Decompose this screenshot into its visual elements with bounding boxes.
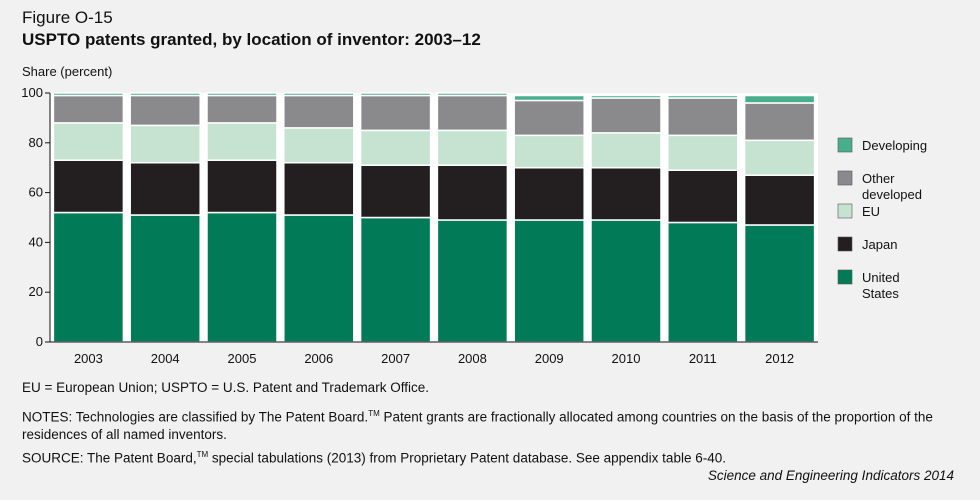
bar-segment-other-developed-2006 bbox=[283, 94, 355, 129]
bar-segment-developing-2006 bbox=[283, 92, 355, 97]
bar-segment-developing-2009 bbox=[513, 94, 585, 102]
legend-swatch-developing bbox=[837, 137, 853, 153]
legend-label: EU bbox=[862, 204, 880, 219]
bar-segment-other-developed-2009 bbox=[513, 99, 585, 137]
bar-segment-eu-2012 bbox=[743, 139, 816, 176]
legend-label: developed bbox=[862, 187, 922, 202]
bar-segment-eu-2011 bbox=[667, 134, 739, 171]
abbreviations-note: EU = European Union; USPTO = U.S. Patent… bbox=[22, 380, 429, 395]
source-text-part1: SOURCE: The Patent Board, bbox=[22, 450, 197, 466]
legend-label: United bbox=[862, 270, 900, 285]
x-tick-label: 2004 bbox=[151, 351, 180, 366]
x-tick-label: 2009 bbox=[535, 351, 564, 366]
legend-label: Other bbox=[862, 171, 895, 186]
bar-segment-eu-2004 bbox=[129, 124, 201, 164]
bar-segment-united-states-2004 bbox=[129, 214, 201, 343]
source-text-part2: special tabulations (2013) from Propriet… bbox=[208, 450, 726, 466]
bar-segment-developing-2011 bbox=[667, 94, 739, 99]
bar-segment-developing-2007 bbox=[359, 92, 432, 97]
bar-segment-eu-2005 bbox=[206, 122, 278, 161]
bar-segment-eu-2003 bbox=[52, 122, 125, 161]
legend-swatch-other-developed bbox=[837, 170, 853, 186]
bar-segment-other-developed-2010 bbox=[590, 97, 662, 134]
bar-segment-developing-2004 bbox=[129, 92, 201, 97]
figure-label: Figure O-15 bbox=[22, 8, 113, 27]
bar-segment-eu-2007 bbox=[359, 129, 432, 166]
credit-line: Science and Engineering Indicators 2014 bbox=[707, 468, 954, 483]
bar-segment-japan-2010 bbox=[590, 166, 662, 221]
x-tick-label: 2008 bbox=[458, 351, 487, 366]
bar-segment-other-developed-2007 bbox=[359, 94, 432, 132]
chart-title: USPTO patents granted, by location of in… bbox=[22, 30, 481, 49]
bar-segment-united-states-2007 bbox=[359, 216, 432, 343]
y-tick-label: 60 bbox=[29, 185, 43, 200]
bar-segment-other-developed-2004 bbox=[129, 94, 201, 127]
bar-segment-eu-2010 bbox=[590, 132, 662, 169]
notes-text-part1: NOTES: Technologies are classified by Th… bbox=[22, 409, 369, 425]
x-tick-label: 2006 bbox=[304, 351, 333, 366]
notes-text-part2: Patent grants are fractionally allocated… bbox=[22, 409, 933, 442]
bar-segment-developing-2005 bbox=[206, 92, 278, 97]
bar-segment-japan-2005 bbox=[206, 159, 278, 214]
notes-text: NOTES: Technologies are classified by Th… bbox=[22, 405, 967, 443]
bar-segment-eu-2009 bbox=[513, 134, 585, 169]
bar-segment-japan-2011 bbox=[667, 169, 739, 224]
y-axis-unit-label: Share (percent) bbox=[22, 64, 113, 79]
bar-segment-united-states-2008 bbox=[436, 219, 509, 343]
bar-segment-japan-2006 bbox=[283, 161, 355, 216]
y-tick-label: 40 bbox=[29, 234, 43, 249]
x-tick-label: 2011 bbox=[689, 351, 717, 366]
legend-swatch-japan bbox=[837, 236, 853, 252]
bar-segment-eu-2006 bbox=[283, 127, 355, 164]
trademark-mark: TM bbox=[368, 409, 380, 418]
y-tick-label: 100 bbox=[21, 85, 43, 100]
bar-segment-developing-2012 bbox=[743, 94, 816, 104]
bar-segment-eu-2008 bbox=[436, 129, 509, 166]
trademark-mark: TM bbox=[196, 450, 209, 459]
x-tick-label: 2012 bbox=[765, 351, 794, 366]
bar-segment-united-states-2005 bbox=[206, 211, 278, 343]
x-tick-label: 2010 bbox=[612, 351, 641, 366]
stacked-bar-chart: 2003 2004 2005 2006 2007 2008 2009 2010 2011 2012… bbox=[21, 85, 927, 366]
bar-segment-united-states-2009 bbox=[513, 219, 585, 343]
bar-segment-united-states-2003 bbox=[52, 211, 125, 343]
bar-segment-japan-2008 bbox=[436, 164, 509, 221]
legend-swatch-eu bbox=[837, 203, 853, 219]
legend-label: Japan bbox=[862, 237, 897, 252]
bar-segment-developing-2003 bbox=[52, 92, 125, 97]
bar-segment-other-developed-2011 bbox=[667, 97, 739, 137]
legend-label: States bbox=[862, 286, 899, 301]
source-text: SOURCE: The Patent Board,TM special tabu… bbox=[22, 446, 726, 467]
bar-segment-other-developed-2008 bbox=[436, 94, 509, 132]
bar-segment-united-states-2010 bbox=[590, 219, 662, 343]
bar-segment-other-developed-2005 bbox=[206, 94, 278, 124]
bar-segment-united-states-2006 bbox=[283, 214, 355, 343]
bar-segment-japan-2004 bbox=[129, 161, 201, 216]
bar-segment-japan-2012 bbox=[743, 174, 816, 226]
bar-segment-developing-2010 bbox=[590, 94, 662, 99]
legend-swatch-united-states bbox=[837, 269, 853, 285]
x-tick-label: 2007 bbox=[381, 351, 410, 366]
bar-segment-japan-2009 bbox=[513, 166, 585, 221]
x-tick-label: 2003 bbox=[74, 351, 103, 366]
bar-segment-other-developed-2012 bbox=[743, 102, 816, 142]
bar-segment-other-developed-2003 bbox=[52, 94, 125, 124]
bar-segment-developing-2008 bbox=[436, 92, 509, 97]
bar-segment-united-states-2011 bbox=[667, 221, 739, 343]
bar-segment-japan-2007 bbox=[359, 164, 432, 219]
y-tick-label: 80 bbox=[29, 135, 43, 150]
bar-segment-united-states-2012 bbox=[743, 224, 816, 343]
bar-segment-japan-2003 bbox=[52, 159, 125, 214]
legend-label: Developing bbox=[862, 138, 927, 153]
y-tick-label: 0 bbox=[36, 334, 43, 349]
y-tick-label: 20 bbox=[29, 284, 43, 299]
x-tick-label: 2005 bbox=[228, 351, 257, 366]
